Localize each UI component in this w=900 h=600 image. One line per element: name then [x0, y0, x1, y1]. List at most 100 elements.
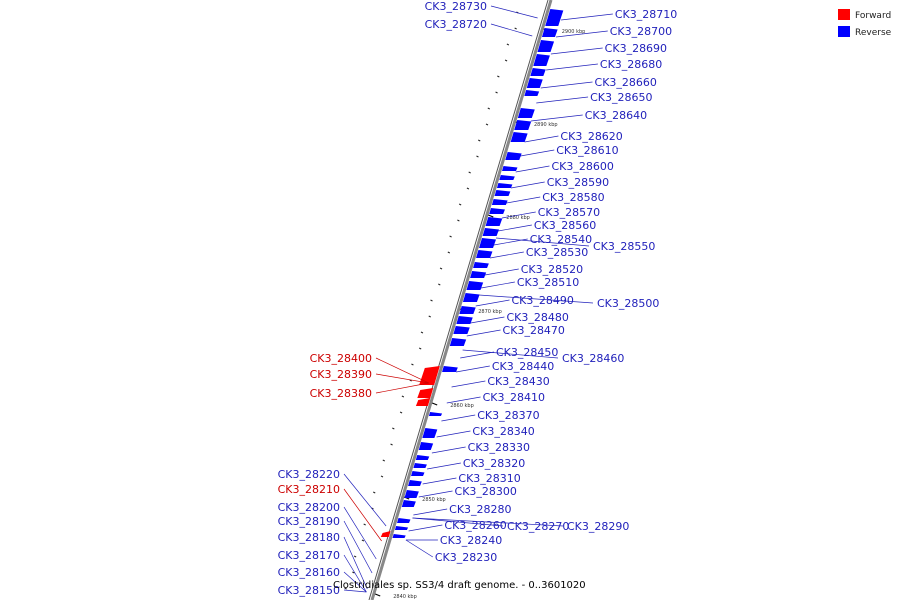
gene-label-reverse: CK3_28180	[278, 531, 340, 544]
gene-label-reverse: CK3_28160	[278, 566, 340, 579]
gene-block-reverse	[505, 152, 522, 160]
gene-block-reverse	[545, 9, 564, 26]
scale-tick	[488, 214, 494, 218]
gene-block-reverse	[401, 500, 416, 507]
gene-label-reverse: CK3_28550	[593, 240, 655, 253]
leader-line	[446, 396, 481, 404]
gene-label-reverse: CK3_28230	[435, 551, 497, 564]
minor-tick	[497, 75, 500, 78]
gene-block-reverse	[413, 463, 427, 468]
gene-block-reverse	[501, 166, 518, 171]
gene-label-reverse: CK3_28720	[425, 18, 487, 31]
gene-label-reverse: CK3_28640	[585, 109, 647, 122]
gene-block-forward	[415, 398, 431, 406]
minor-tick	[439, 267, 443, 270]
legend-reverse-label: Reverse	[855, 28, 892, 38]
gene-label-reverse: CK3_28570	[538, 206, 600, 219]
leader-line	[418, 490, 453, 498]
minor-ticks	[344, 11, 519, 590]
gene-block-reverse	[537, 40, 555, 52]
gene-block-forward	[417, 388, 434, 398]
gene-label-reverse: CK3_28440	[492, 360, 554, 373]
gene-label-reverse: CK3_28600	[551, 160, 613, 173]
minor-tick	[411, 363, 414, 366]
gene-label-reverse: CK3_28260	[444, 519, 506, 532]
leader-line	[515, 165, 550, 173]
minor-tick	[430, 299, 433, 302]
leader-line	[343, 589, 367, 593]
scale-tick	[374, 593, 381, 597]
leader-line	[506, 196, 541, 204]
leader-line	[412, 517, 564, 527]
gene-block-reverse	[396, 518, 411, 523]
gene-block-forward	[380, 531, 391, 537]
minor-tick	[373, 491, 376, 494]
scale-tick-label: 2850 kbp	[422, 497, 446, 503]
minor-tick	[504, 59, 508, 62]
minor-tick	[438, 283, 441, 286]
gene-block-reverse	[428, 412, 443, 416]
gene-block-reverse	[459, 306, 476, 314]
leader-line	[343, 506, 377, 560]
leader-line	[546, 63, 598, 71]
gene-label-reverse: CK3_28510	[517, 276, 579, 289]
gene-block-reverse	[392, 534, 406, 538]
gene-label-reverse: CK3_28190	[278, 515, 340, 528]
gene-block-reverse	[479, 238, 497, 248]
gene-block-reverse	[496, 183, 513, 188]
leader-line	[540, 81, 593, 89]
minor-tick	[468, 171, 471, 174]
gene-label-reverse: CK3_28460	[562, 352, 624, 365]
leader-line	[510, 181, 545, 189]
legend-forward-label: Forward	[855, 11, 891, 21]
leader-line	[451, 380, 486, 388]
legend: Forward Reverse	[838, 9, 892, 38]
minor-tick	[428, 315, 431, 318]
scale-tick-label: 2890 kbp	[534, 122, 558, 128]
gene-label-reverse: CK3_28540	[530, 233, 592, 246]
gene-label-reverse: CK3_28490	[512, 294, 574, 307]
scale-tick	[431, 402, 438, 406]
minor-tick	[449, 235, 452, 238]
minor-tick	[401, 395, 405, 398]
gene-label-reverse: CK3_28700	[610, 25, 672, 38]
leader-line	[343, 473, 387, 527]
leader-line	[524, 135, 559, 143]
gene-label-reverse: CK3_28370	[477, 409, 539, 422]
gene-label-reverse: CK3_28290	[567, 520, 629, 533]
leader-line	[484, 268, 519, 276]
gene-block-reverse	[453, 326, 470, 334]
leader-line	[455, 365, 490, 373]
gene-label-reverse: CK3_28680	[600, 58, 662, 71]
scale-tick-label: 2900 kbp	[562, 29, 586, 35]
minor-tick	[363, 523, 366, 526]
minor-tick	[353, 555, 357, 558]
gene-label-reverse: CK3_28330	[468, 441, 530, 454]
leader-line	[498, 224, 532, 232]
leader-line	[555, 30, 608, 38]
scale-tick-label: 2860 kbp	[450, 403, 474, 409]
minor-tick	[447, 251, 451, 254]
genome-backbone-shadow	[368, 0, 549, 600]
gene-block-reverse	[482, 228, 499, 236]
gene-label-reverse: CK3_28660	[595, 76, 657, 89]
gene-block-reverse	[442, 366, 458, 372]
gene-label-reverse: CK3_28340	[472, 425, 534, 438]
gene-block-reverse	[489, 208, 505, 214]
minor-tick	[352, 571, 355, 574]
gene-label-forward: CK3_28390	[310, 368, 372, 381]
gene-block-reverse	[491, 199, 508, 205]
minor-tick	[380, 475, 384, 478]
gene-label-reverse: CK3_28590	[547, 176, 609, 189]
leader-line	[489, 251, 524, 259]
legend-reverse-swatch	[838, 26, 850, 37]
gene-label-forward: CK3_28380	[310, 387, 372, 400]
minor-tick	[506, 43, 510, 46]
leader-line	[466, 329, 501, 337]
gene-block-reverse	[449, 338, 467, 346]
gene-label-reverse: CK3_28620	[560, 130, 622, 143]
gene-label-reverse: CK3_28300	[455, 485, 517, 498]
leader-line	[408, 524, 443, 532]
gene-block-reverse	[473, 262, 489, 268]
gene-labels: CK3_28710 CK3_28700 CK3_28690 CK3_28680 CK3_…	[278, 0, 678, 597]
